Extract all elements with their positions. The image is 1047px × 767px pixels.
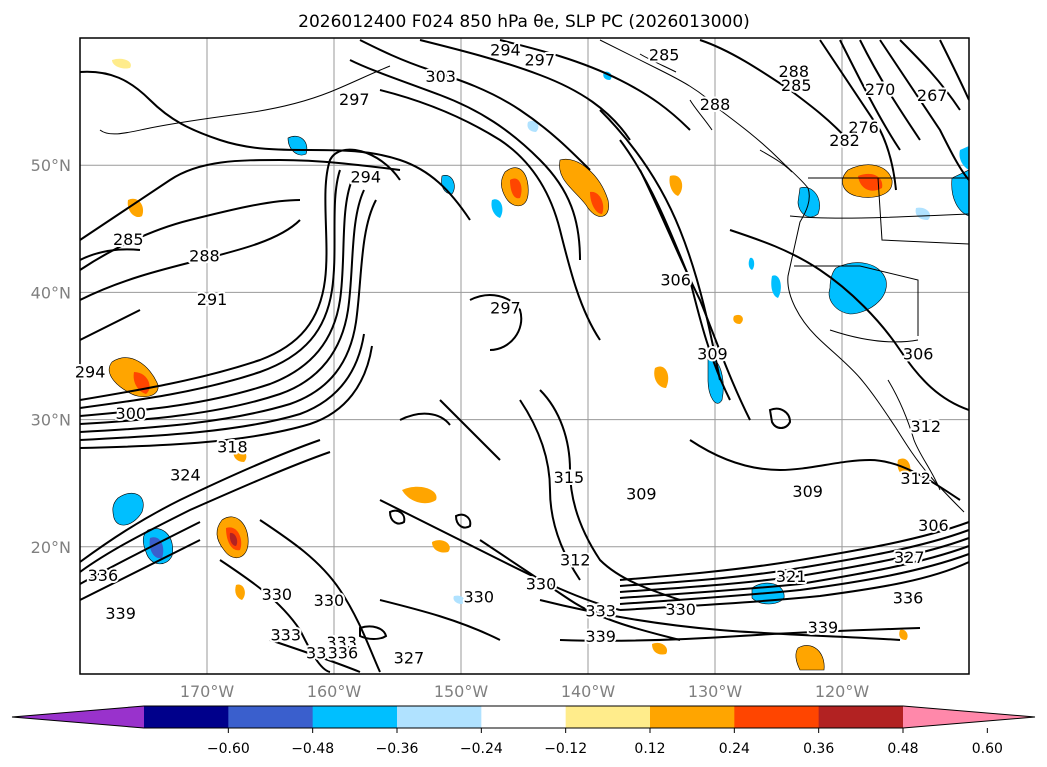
colorbar-segment <box>228 706 314 728</box>
colorbar-segment <box>144 706 229 728</box>
contour-label: 288 <box>189 247 220 266</box>
theta-e-contours <box>80 39 969 673</box>
y-tick-label: 20°N <box>31 538 71 557</box>
contour-label: 330 <box>665 600 696 619</box>
colorbar-segment <box>734 706 820 728</box>
contour-label: 333 <box>270 626 301 645</box>
colorbar-segment <box>818 706 904 728</box>
y-tick-label: 50°N <box>31 156 71 175</box>
contour-label: 330 <box>526 575 557 594</box>
axis-labels: 170°W 160°W 150°W 140°W 130°W 120°W 20°N 30°N 40… <box>31 156 870 701</box>
map-frame <box>79 37 970 675</box>
contour-label: 330 <box>314 591 345 610</box>
map-background <box>80 38 969 674</box>
cold-anomaly-shading <box>112 71 969 605</box>
contour-label: 336 <box>328 643 359 662</box>
y-tick-label: 30°N <box>31 411 71 430</box>
warm-anomaly-shading <box>108 58 911 671</box>
contour-label: 324 <box>170 465 201 484</box>
x-tick-label: 160°W <box>307 682 362 701</box>
colorbar-tick-label: 0.24 <box>719 741 750 757</box>
contour-label: 291 <box>197 290 228 309</box>
contour-label: 288 <box>778 62 809 81</box>
colorbar-tick-label: −0.24 <box>460 741 503 757</box>
contour-label: 339 <box>105 604 136 623</box>
contour-label: 282 <box>829 131 860 150</box>
colorbar-segment <box>650 706 735 728</box>
contour-label: 300 <box>116 404 147 423</box>
contour-label: 312 <box>900 469 931 488</box>
coastlines <box>99 39 969 513</box>
contour-label: 309 <box>626 484 657 503</box>
x-tick-label: 120°W <box>815 682 870 701</box>
contour-label: 297 <box>524 51 555 70</box>
contour-label: 327 <box>894 548 925 567</box>
contour-label: 303 <box>425 67 456 86</box>
colorbar: −0.60 −0.48 −0.36 −0.24 −0.12 0.12 0.24 0.36 0.4… <box>11 705 1036 757</box>
contour-label: 315 <box>554 468 585 487</box>
colorbar-tick-label: 0.48 <box>887 741 918 757</box>
contour-label: 312 <box>560 551 591 570</box>
contour-label: 306 <box>918 516 949 535</box>
contour-label: 270 <box>865 80 896 99</box>
colorbar-tick-label: 0.12 <box>634 741 665 757</box>
colorbar-extend-low <box>12 706 144 728</box>
contour-label: 339 <box>808 618 839 637</box>
contour-label: 309 <box>697 344 728 363</box>
colorbar-outline <box>11 705 1036 729</box>
colorbar-tick-label: −0.12 <box>544 741 587 757</box>
contour-label: 294 <box>75 362 106 381</box>
contour-label: 330 <box>262 585 293 604</box>
contour-label: 306 <box>660 271 691 290</box>
colorbar-tick-label: 0.60 <box>972 741 1003 757</box>
contour-label: 333 <box>585 601 616 620</box>
gridlines <box>80 38 969 674</box>
contour-label: 33 <box>306 643 326 662</box>
contour-label: 312 <box>911 417 942 436</box>
colorbar-segment <box>481 706 567 728</box>
contour-label: 318 <box>217 437 248 456</box>
colorbar-segment <box>565 706 651 728</box>
contour-label: 306 <box>903 344 934 363</box>
contour-label: 330 <box>464 587 495 606</box>
contour-label: 327 <box>394 648 425 667</box>
colorbar-tick-label: −0.60 <box>207 741 250 757</box>
contour-label: 309 <box>792 482 823 501</box>
colorbar-segment <box>397 706 482 728</box>
contour-label: 285 <box>649 46 680 65</box>
colorbar-tick-label: −0.48 <box>291 741 334 757</box>
contour-label: 294 <box>350 168 381 187</box>
x-tick-label: 170°W <box>180 682 235 701</box>
x-tick-label: 150°W <box>434 682 489 701</box>
contour-label: 336 <box>88 566 119 585</box>
chart-title: 2026012400 F024 850 hPa θe, SLP PC (2026… <box>298 12 750 32</box>
colorbar-extend-high <box>903 706 1035 728</box>
pc-shading <box>108 58 969 671</box>
contour-label: 276 <box>848 118 879 137</box>
colorbar-tick-label: −0.36 <box>376 741 419 757</box>
contour-label: 333 <box>326 633 357 652</box>
contour-label: 267 <box>917 86 948 105</box>
contour-label: 297 <box>339 90 370 109</box>
contour-label: 321 <box>776 567 807 586</box>
contour-label: 285 <box>113 230 144 249</box>
colorbar-tick-label: 0.36 <box>803 741 834 757</box>
y-tick-label: 40°N <box>31 283 71 302</box>
contour-label: 285 <box>781 76 812 95</box>
x-tick-label: 130°W <box>688 682 743 701</box>
contour-label: 336 <box>893 589 924 608</box>
x-tick-label: 140°W <box>561 682 616 701</box>
contour-label: 297 <box>490 299 521 318</box>
contour-label: 288 <box>700 95 731 114</box>
colorbar-segment <box>312 706 398 728</box>
contour-label: 339 <box>585 627 616 646</box>
contour-label: 294 <box>490 40 521 59</box>
